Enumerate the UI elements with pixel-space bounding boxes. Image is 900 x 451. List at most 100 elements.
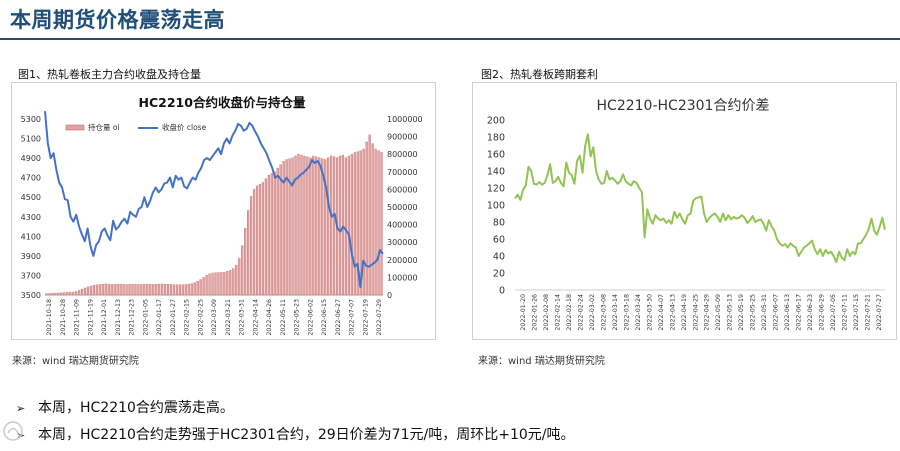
chart-2-x-tick: 2022-04-13 (669, 294, 676, 331)
chart-1-oi-bar (98, 284, 101, 296)
chart-2: HC2210-HC2301合约价差 2001801601401201008060… (473, 83, 896, 339)
chart-1-y-right-tick: 800000 (387, 150, 418, 159)
chart-2-title: HC2210-HC2301合约价差 (597, 98, 770, 114)
chart-1-oi-bar (318, 157, 321, 296)
chart-1-oi-bar (80, 289, 84, 296)
chart-1-x-tick: 2022-07-19 (362, 299, 369, 336)
chart-2-x-tick: 2022-05-25 (750, 294, 757, 331)
chart-1-y-right-tick: 400000 (387, 221, 418, 230)
chart-1-y-right-tick: 300000 (387, 238, 418, 247)
chart-1-oi-bar (371, 143, 374, 296)
chart-2-y-tick: 200 (487, 116, 505, 127)
figure-1-label: 图1、热轧卷板主力合约收盘及持仓量 (18, 68, 201, 81)
chart-1-x-tick: 2021-10-18 (46, 299, 53, 336)
chart-2-x-tick: 2022-07-27 (876, 294, 883, 331)
chart-1-oi-bar (332, 156, 336, 296)
chart-1-oi-bar (246, 210, 250, 296)
chart-1-oi-bar (241, 245, 244, 296)
chart-1-oi-bar (143, 284, 146, 296)
chart-1-oi-bar (119, 283, 122, 296)
chart-1-oi-bar (297, 154, 300, 296)
chart-2-x-tick: 2022-03-14 (612, 294, 619, 331)
chart-1-oi-bar (288, 158, 291, 296)
chart-1-oi-bar (54, 292, 57, 296)
chart-1-oi-bar (101, 283, 104, 296)
chart-1-oi-bar (163, 283, 167, 296)
chart-1-oi-bar (57, 292, 60, 296)
chart-1-oi-bar (178, 284, 181, 296)
chart-2-x-tick: 2022-06-13 (784, 294, 791, 331)
chart-1-oi-bar (252, 189, 256, 296)
chart-1-oi-bar (60, 292, 63, 296)
chart-1-x-tick: 2022-07-29 (376, 299, 383, 336)
chart-1-x-tick: 2022-05-23 (294, 299, 301, 336)
chart-1-oi-bar (255, 185, 259, 296)
bullet-2: ➢ 本周，HC2210合约走势强于HC2301合约，29日价差为71元/吨，周环比… (16, 424, 574, 444)
chart-1-oi-bar (149, 284, 152, 296)
chart-1-oi-bar (244, 227, 247, 296)
chart-1-oi-bar (63, 292, 66, 296)
chart-2-spread-line (514, 133, 886, 263)
chart-1-oi-bar (113, 284, 116, 296)
chart-1-y-right-tick: 900000 (387, 133, 418, 142)
chart-1-oi-bar (276, 168, 279, 296)
chart-1-title: HC2210合约收盘价与持仓量 (139, 95, 306, 110)
chart-1-oi-bar (211, 272, 214, 296)
chart-2-x-tick: 2022-05-13 (727, 294, 734, 331)
chart-1-y-right-tick: 0 (387, 291, 392, 300)
chart-1-oi-bar (229, 270, 232, 296)
chart-1-oi-bar (161, 283, 164, 296)
chart-1-oi-bar (184, 284, 187, 296)
chart-1-oi-bar (232, 268, 235, 296)
chart-1-oi-bar (89, 285, 93, 296)
chart-1-oi-bar (303, 155, 306, 296)
chart-1-legend-close: 收盘价 close (162, 122, 207, 132)
chart-1-x-tick: 2022-06-02 (307, 299, 314, 336)
chart-1-oi-bar (137, 284, 140, 296)
chart-1-oi-bar (199, 279, 202, 296)
chart-1-y-right-tick: 700000 (387, 168, 418, 177)
chart-1-oi-bar (321, 158, 324, 296)
chart-2-x-tick: 2022-07-15 (853, 294, 860, 331)
chart-1-oi-bar (327, 157, 330, 296)
chart-2-x-tick: 2022-01-20 (520, 294, 527, 331)
chart-1-oi-bar (261, 182, 265, 296)
chart-1-legend-oi-swatch (65, 124, 85, 131)
bullet-2-text: 本周，HC2210合约走势强于HC2301合约，29日价差为71元/吨，周环比+… (38, 427, 575, 443)
chart-2-x-tick: 2022-03-08 (600, 294, 607, 331)
chart-1-oi-bar (306, 156, 309, 296)
chart-2-x-tick: 2022-06-23 (807, 294, 814, 331)
chart-1-oi-bar (208, 273, 211, 296)
chart-1-x-tick: 2022-01-05 (142, 299, 149, 336)
chart-1-y-left-tick: 5300 (21, 115, 41, 124)
page-title: 本周期货价格震荡走高 (10, 8, 225, 32)
chart-2-x-tick: 2022-07-21 (865, 294, 872, 331)
chart-1-oi-bar (104, 283, 107, 296)
chart-1-oi-bar (172, 284, 176, 296)
chart-1-oi-bar (264, 178, 267, 296)
chart-1-oi-bar (374, 148, 377, 296)
chart-1-x-tick: 2022-03-21 (225, 299, 232, 336)
title-divider (0, 38, 900, 40)
chart-1-oi-bar (350, 154, 353, 296)
chart-1-oi-bar (315, 156, 318, 296)
chart-2-y-tick: 20 (493, 269, 505, 280)
chart-1-x-tick: 2022-04-26 (266, 299, 273, 336)
chart-1-x-tick: 2021-11-19 (87, 299, 94, 336)
chart-1-oi-bar (214, 272, 217, 296)
chart-1-oi-bar (270, 173, 273, 296)
chart-1-oi-bar (258, 183, 262, 296)
figure-2-label: 图2、热轧卷板跨期套利 (481, 68, 598, 81)
chart-1-oi-bar (347, 155, 351, 296)
chart-2-x-tick: 2022-04-25 (692, 294, 699, 331)
chart-1-y-left-tick: 4100 (21, 232, 41, 241)
chart-1-oi-bar (51, 293, 54, 296)
chart-1-y-left-tick: 4300 (21, 213, 41, 222)
chart-1-oi-bar (341, 154, 345, 296)
chart-2-x-tick: 2022-07-05 (830, 294, 837, 331)
chart-1-oi-bar (134, 284, 137, 296)
chart-1-oi-bar (69, 292, 72, 296)
chart-1-oi-bar (294, 155, 297, 296)
chart-2-x-tick: 2022-03-30 (646, 294, 653, 331)
chart-1-close-line (44, 111, 384, 289)
